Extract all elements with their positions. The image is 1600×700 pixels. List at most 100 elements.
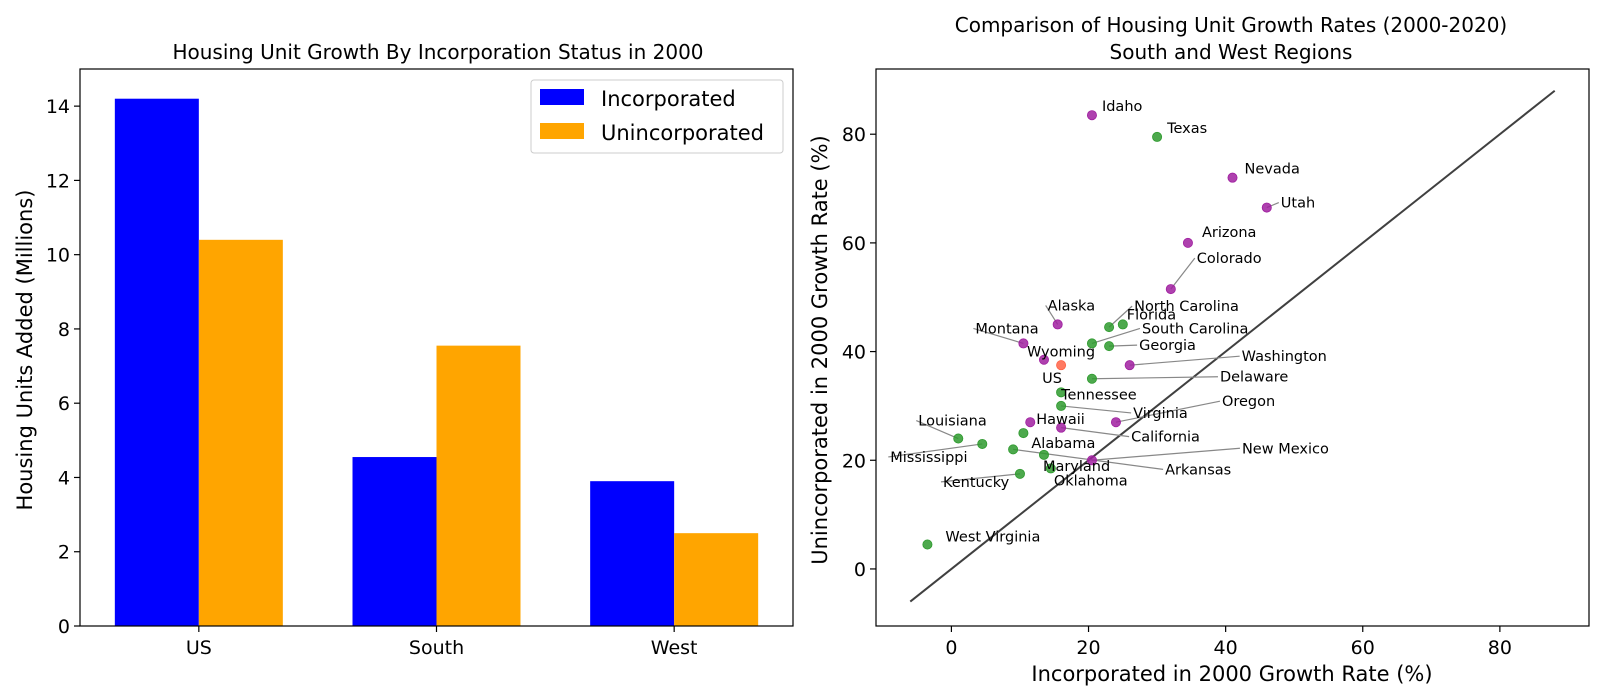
point-georgia: [1104, 341, 1115, 352]
point-label-oregon: Oregon: [1222, 394, 1275, 410]
point-california: [1056, 422, 1067, 433]
scatter-y-tick-label: 20: [842, 450, 866, 472]
scatter-x-tick-label: 60: [1351, 637, 1375, 659]
point-idaho: [1086, 110, 1097, 121]
point-texas: [1152, 131, 1163, 142]
point-label-alaska: Alaska: [1048, 298, 1095, 314]
point-label-washington: Washington: [1242, 349, 1327, 365]
leader-line-south-carolina: [1091, 327, 1141, 344]
point-label-us: US: [1042, 371, 1062, 387]
point-kentucky: [1014, 468, 1025, 479]
point-label-california: California: [1131, 430, 1200, 446]
point-label-colorado: Colorado: [1197, 251, 1262, 267]
bar-y-tick-label: 2: [58, 542, 70, 564]
leader-line-colorado: [1170, 257, 1196, 290]
point-mississippi: [977, 438, 988, 449]
scatter-x-tick-label: 40: [1214, 637, 1238, 659]
point-maryland: [1038, 449, 1049, 460]
bar-chart-panel: Housing Unit Growth By Incorporation Sta…: [13, 40, 794, 659]
scatter-y-axis-label: Unincorporated in 2000 Growth Rate (%): [808, 135, 832, 565]
leader-line-virginia: [1061, 405, 1132, 414]
point-louisiana: [953, 433, 964, 444]
point-label-west-virginia: West Virginia: [945, 529, 1040, 545]
bar-y-tick-label: 14: [46, 96, 70, 118]
point-label-georgia: Georgia: [1139, 338, 1196, 354]
leader-line-washington: [1129, 355, 1240, 366]
leader-line-new-mexico: [1091, 447, 1241, 461]
legend-swatch-unincorporated: [540, 123, 584, 139]
point-north-carolina: [1104, 322, 1115, 333]
scatter-x-tick-label: 0: [945, 637, 957, 659]
bar-chart-title: Housing Unit Growth By Incorporation Sta…: [172, 40, 703, 64]
bar-incorporated-south: [352, 457, 437, 626]
point-label-hawaii: Hawaii: [1036, 412, 1085, 428]
bar-chart-legend: Incorporated Unincorporated: [530, 79, 784, 154]
scatter-y-tick-label: 0: [854, 559, 866, 581]
scatter-x-tick-label: 20: [1076, 637, 1100, 659]
leader-line-delaware: [1091, 376, 1218, 380]
point-us: [1056, 360, 1067, 371]
scatter-chart-title: Comparison of Housing Unit Growth Rates …: [955, 13, 1507, 37]
point-label-arkansas: Arkansas: [1165, 462, 1231, 478]
point-label-nevada: Nevada: [1245, 162, 1300, 178]
bar-y-tick-label: 4: [58, 467, 70, 489]
point-wyoming: [1038, 354, 1049, 365]
point-label-oklahoma: Oklahoma: [1054, 473, 1128, 489]
point-new-mexico: [1086, 455, 1097, 466]
legend-swatch-incorporated: [540, 89, 584, 105]
point-florida: [1117, 319, 1128, 330]
bar-incorporated-west: [590, 481, 675, 626]
bar-y-tick-label: 6: [58, 393, 70, 415]
scatter-chart-frame: [875, 68, 1590, 627]
point-label-idaho: Idaho: [1102, 99, 1143, 115]
bar-x-tick-label-us: US: [186, 637, 212, 659]
point-label-arizona: Arizona: [1202, 225, 1256, 241]
reference-diagonal-line: [909, 89, 1556, 603]
point-label-tennessee: Tennessee: [1060, 387, 1137, 403]
point-label-utah: Utah: [1281, 196, 1315, 212]
point-label-maryland: Maryland: [1043, 459, 1110, 475]
point-label-alabama: Alabama: [1031, 436, 1095, 452]
bar-incorporated-us: [114, 98, 199, 626]
point-alabama: [1018, 428, 1029, 439]
point-label-florida: Florida: [1127, 307, 1176, 323]
bar-y-tick-label: 8: [58, 319, 70, 341]
bar-x-tick-label-south: South: [409, 637, 464, 659]
leader-line-mississippi: [888, 443, 983, 458]
bar-chart-y-axis-label: Housing Units Added (Millions): [13, 190, 37, 511]
bar-unincorporated-west: [674, 533, 759, 626]
point-utah: [1261, 202, 1272, 213]
leader-line-montana: [973, 327, 1024, 344]
point-virginia: [1056, 400, 1067, 411]
point-colorado: [1165, 284, 1176, 295]
point-arizona: [1182, 237, 1193, 248]
bar-x-tick-label-west: West: [651, 637, 698, 659]
scatter-chart-subtitle: South and West Regions: [1110, 40, 1353, 64]
leader-line-california: [1061, 427, 1130, 438]
legend-box: [530, 79, 784, 154]
point-hawaii: [1025, 417, 1036, 428]
point-delaware: [1086, 373, 1097, 384]
point-label-mississippi: Mississippi: [890, 450, 967, 466]
scatter-x-tick-label: 80: [1488, 637, 1512, 659]
point-tennessee: [1056, 387, 1067, 398]
legend-label-unincorporated: Unincorporated: [601, 121, 764, 145]
bar-y-tick-label: 0: [58, 616, 70, 638]
scatter-chart-panel: Comparison of Housing Unit Growth Rates …: [808, 13, 1590, 686]
scatter-y-tick-label: 80: [842, 124, 866, 146]
scatter-y-tick-label: 60: [842, 233, 866, 255]
point-nevada: [1227, 172, 1238, 183]
point-arkansas: [1008, 444, 1019, 455]
point-label-texas: Texas: [1166, 121, 1207, 137]
point-label-south-carolina: South Carolina: [1142, 321, 1248, 337]
point-washington: [1124, 360, 1135, 371]
point-label-delaware: Delaware: [1220, 370, 1288, 386]
scatter-y-tick-label: 40: [842, 342, 866, 364]
bar-unincorporated-south: [436, 345, 521, 626]
scatter-x-axis-label: Incorporated in 2000 Growth Rate (%): [1031, 662, 1432, 686]
point-label-louisiana: Louisiana: [918, 414, 986, 430]
leader-line-kentucky: [940, 473, 1021, 483]
point-label-kentucky: Kentucky: [943, 475, 1010, 491]
leader-line-oregon: [1115, 400, 1221, 423]
